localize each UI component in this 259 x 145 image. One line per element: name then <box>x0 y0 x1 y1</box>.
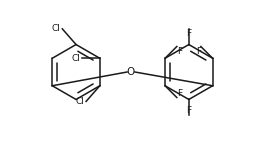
Text: O: O <box>127 67 135 77</box>
Text: F: F <box>186 29 191 38</box>
Text: F: F <box>177 47 182 56</box>
Text: Cl: Cl <box>52 24 60 33</box>
Text: F: F <box>196 47 201 56</box>
Text: Cl: Cl <box>71 54 80 63</box>
Text: F: F <box>186 106 191 115</box>
Text: F: F <box>177 88 182 97</box>
Text: Cl: Cl <box>75 97 84 106</box>
